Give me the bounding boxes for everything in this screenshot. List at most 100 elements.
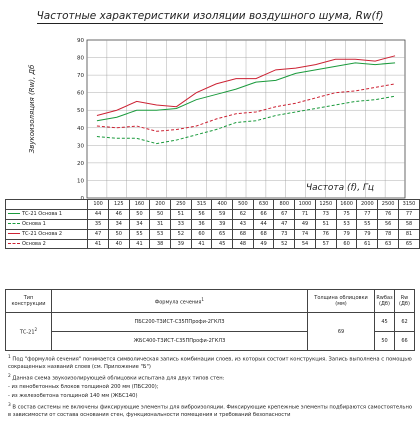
data-value: 76 xyxy=(377,208,400,220)
data-value: 79 xyxy=(356,228,379,240)
data-value: 43 xyxy=(232,218,254,230)
series-line-2 xyxy=(96,95,396,145)
rw-base-cell: 50 xyxy=(374,331,395,351)
data-value: 51 xyxy=(314,218,337,230)
data-value: 54 xyxy=(294,238,316,250)
frequency-header: 2000 xyxy=(356,199,379,210)
table-corner xyxy=(4,199,89,210)
rw-cell: 66 xyxy=(394,331,415,351)
data-value: 77 xyxy=(398,208,420,220)
legend-swatch xyxy=(8,213,20,215)
data-value: 68 xyxy=(252,228,275,240)
frequency-header: 1000 xyxy=(294,199,316,210)
legend-swatch xyxy=(8,233,20,235)
data-value: 39 xyxy=(211,218,234,230)
table-row: ТС-21 Основа 1 44 46 50 50 51 56 59 62 66 67 71 73 75… xyxy=(4,208,420,220)
data-value: 50 xyxy=(107,228,130,240)
data-value: 50 xyxy=(149,208,171,220)
data-value: 41 xyxy=(128,238,151,250)
data-value: 47 xyxy=(87,228,109,240)
data-value: 77 xyxy=(356,208,379,220)
data-value: 46 xyxy=(107,208,130,220)
y-tick-label: 0 xyxy=(81,196,85,200)
data-value: 53 xyxy=(335,218,358,230)
footnote: - из пенобетонных блоков толщиной 200 мм… xyxy=(8,384,159,391)
footnote: 3 В состав системы не включены фиксирующ… xyxy=(8,403,413,419)
data-value: 41 xyxy=(190,238,213,250)
data-value: 58 xyxy=(398,218,420,230)
frequency-header: 400 xyxy=(211,199,234,210)
data-value: 73 xyxy=(314,208,337,220)
y-tick-label: 20 xyxy=(77,161,84,167)
data-value: 40 xyxy=(107,238,130,250)
y-tick-label: 70 xyxy=(77,73,84,79)
data-value: 36 xyxy=(190,218,213,230)
frequency-header: 1250 xyxy=(314,199,337,210)
data-value: 38 xyxy=(149,238,171,250)
data-value: 75 xyxy=(335,208,358,220)
data-value: 47 xyxy=(273,218,296,230)
series-line-1 xyxy=(96,62,396,122)
data-value: 68 xyxy=(232,228,254,240)
series-label: ТС-21 Основа 1 xyxy=(4,208,89,220)
y-tick-label: 60 xyxy=(77,91,84,97)
data-value: 52 xyxy=(273,238,296,250)
legend-swatch xyxy=(8,223,20,225)
series-label: Основа 1 xyxy=(4,218,89,230)
data-value: 56 xyxy=(190,208,213,220)
y-tick-label: 40 xyxy=(77,126,84,132)
data-value: 44 xyxy=(87,208,109,220)
frequency-data-table: 100 125 160 200 250 315 400 500 630 800 1000 1250 16… xyxy=(4,199,420,250)
data-value: 49 xyxy=(252,238,275,250)
series-name: ТС-21 Основа 1 xyxy=(22,211,63,218)
data-value: 52 xyxy=(170,228,192,240)
data-value: 34 xyxy=(128,218,151,230)
data-value: 79 xyxy=(335,228,358,240)
y-tick-label: 50 xyxy=(77,108,84,114)
frequency-header: 1600 xyxy=(335,199,358,210)
data-value: 60 xyxy=(190,228,213,240)
type-cell: ТС-212 xyxy=(5,312,52,351)
data-value: 71 xyxy=(294,208,316,220)
data-value: 41 xyxy=(87,238,109,250)
footnote: 2 Данная схема звукоизолирующей облицовк… xyxy=(8,373,225,382)
rw-header: Rw (Дб) xyxy=(394,289,415,313)
data-value: 55 xyxy=(356,218,379,230)
data-value: 33 xyxy=(170,218,192,230)
series-line-4 xyxy=(96,83,396,132)
data-value: 63 xyxy=(377,238,400,250)
frequency-header: 200 xyxy=(149,199,171,210)
data-value: 34 xyxy=(107,218,130,230)
formula-cell: ПБС200-Т3ИСТ-С35ППрофи-2ГКЛЗ xyxy=(51,312,308,332)
table-row: Основа 2 41 40 41 38 39 41 45 48 49 52 54 57 60 61 63 65 xyxy=(4,238,420,250)
frequency-header: 500 xyxy=(232,199,254,210)
series-name: ТС-21 Основа 2 xyxy=(22,231,63,238)
frequency-header: 800 xyxy=(273,199,296,210)
table-row: Основа 1 35 34 34 31 33 36 39 43 44 47 49 51 53 55 56 58 xyxy=(4,218,420,230)
data-value: 61 xyxy=(356,238,379,250)
chart-title: Частотные характеристики изоляции воздуш… xyxy=(36,10,384,24)
data-value: 76 xyxy=(314,228,337,240)
data-value: 65 xyxy=(398,238,420,250)
data-value: 48 xyxy=(232,238,254,250)
data-value: 74 xyxy=(294,228,316,240)
data-value: 62 xyxy=(232,208,254,220)
footnote: 1 Под "формулой сечения" понимается симв… xyxy=(8,355,412,370)
rw-base-header: Rwбаз (Дб) xyxy=(374,289,395,313)
data-value: 65 xyxy=(211,228,234,240)
formula-header: Формула сечения1 xyxy=(51,289,308,313)
series-name: Основа 1 xyxy=(22,221,46,228)
data-value: 78 xyxy=(377,228,400,240)
legend-swatch xyxy=(8,243,20,244)
rw-cell: 62 xyxy=(394,312,415,332)
frequency-header: 160 xyxy=(128,199,151,210)
data-value: 44 xyxy=(252,218,275,230)
series-label: Основа 2 xyxy=(4,238,89,250)
frequency-header: 315 xyxy=(190,199,213,210)
type-header: Тип конструкции xyxy=(5,289,52,313)
formula-cell: ЖБС400-Т3ИСТ-С35ППрофи-2ГКЛЗ xyxy=(51,331,308,351)
construction-table: Тип конструкции Формула сечения1 Толщина… xyxy=(5,289,415,351)
data-value: 55 xyxy=(128,228,151,240)
y-tick-label: 30 xyxy=(77,143,84,149)
frequency-header: 2500 xyxy=(377,199,400,210)
